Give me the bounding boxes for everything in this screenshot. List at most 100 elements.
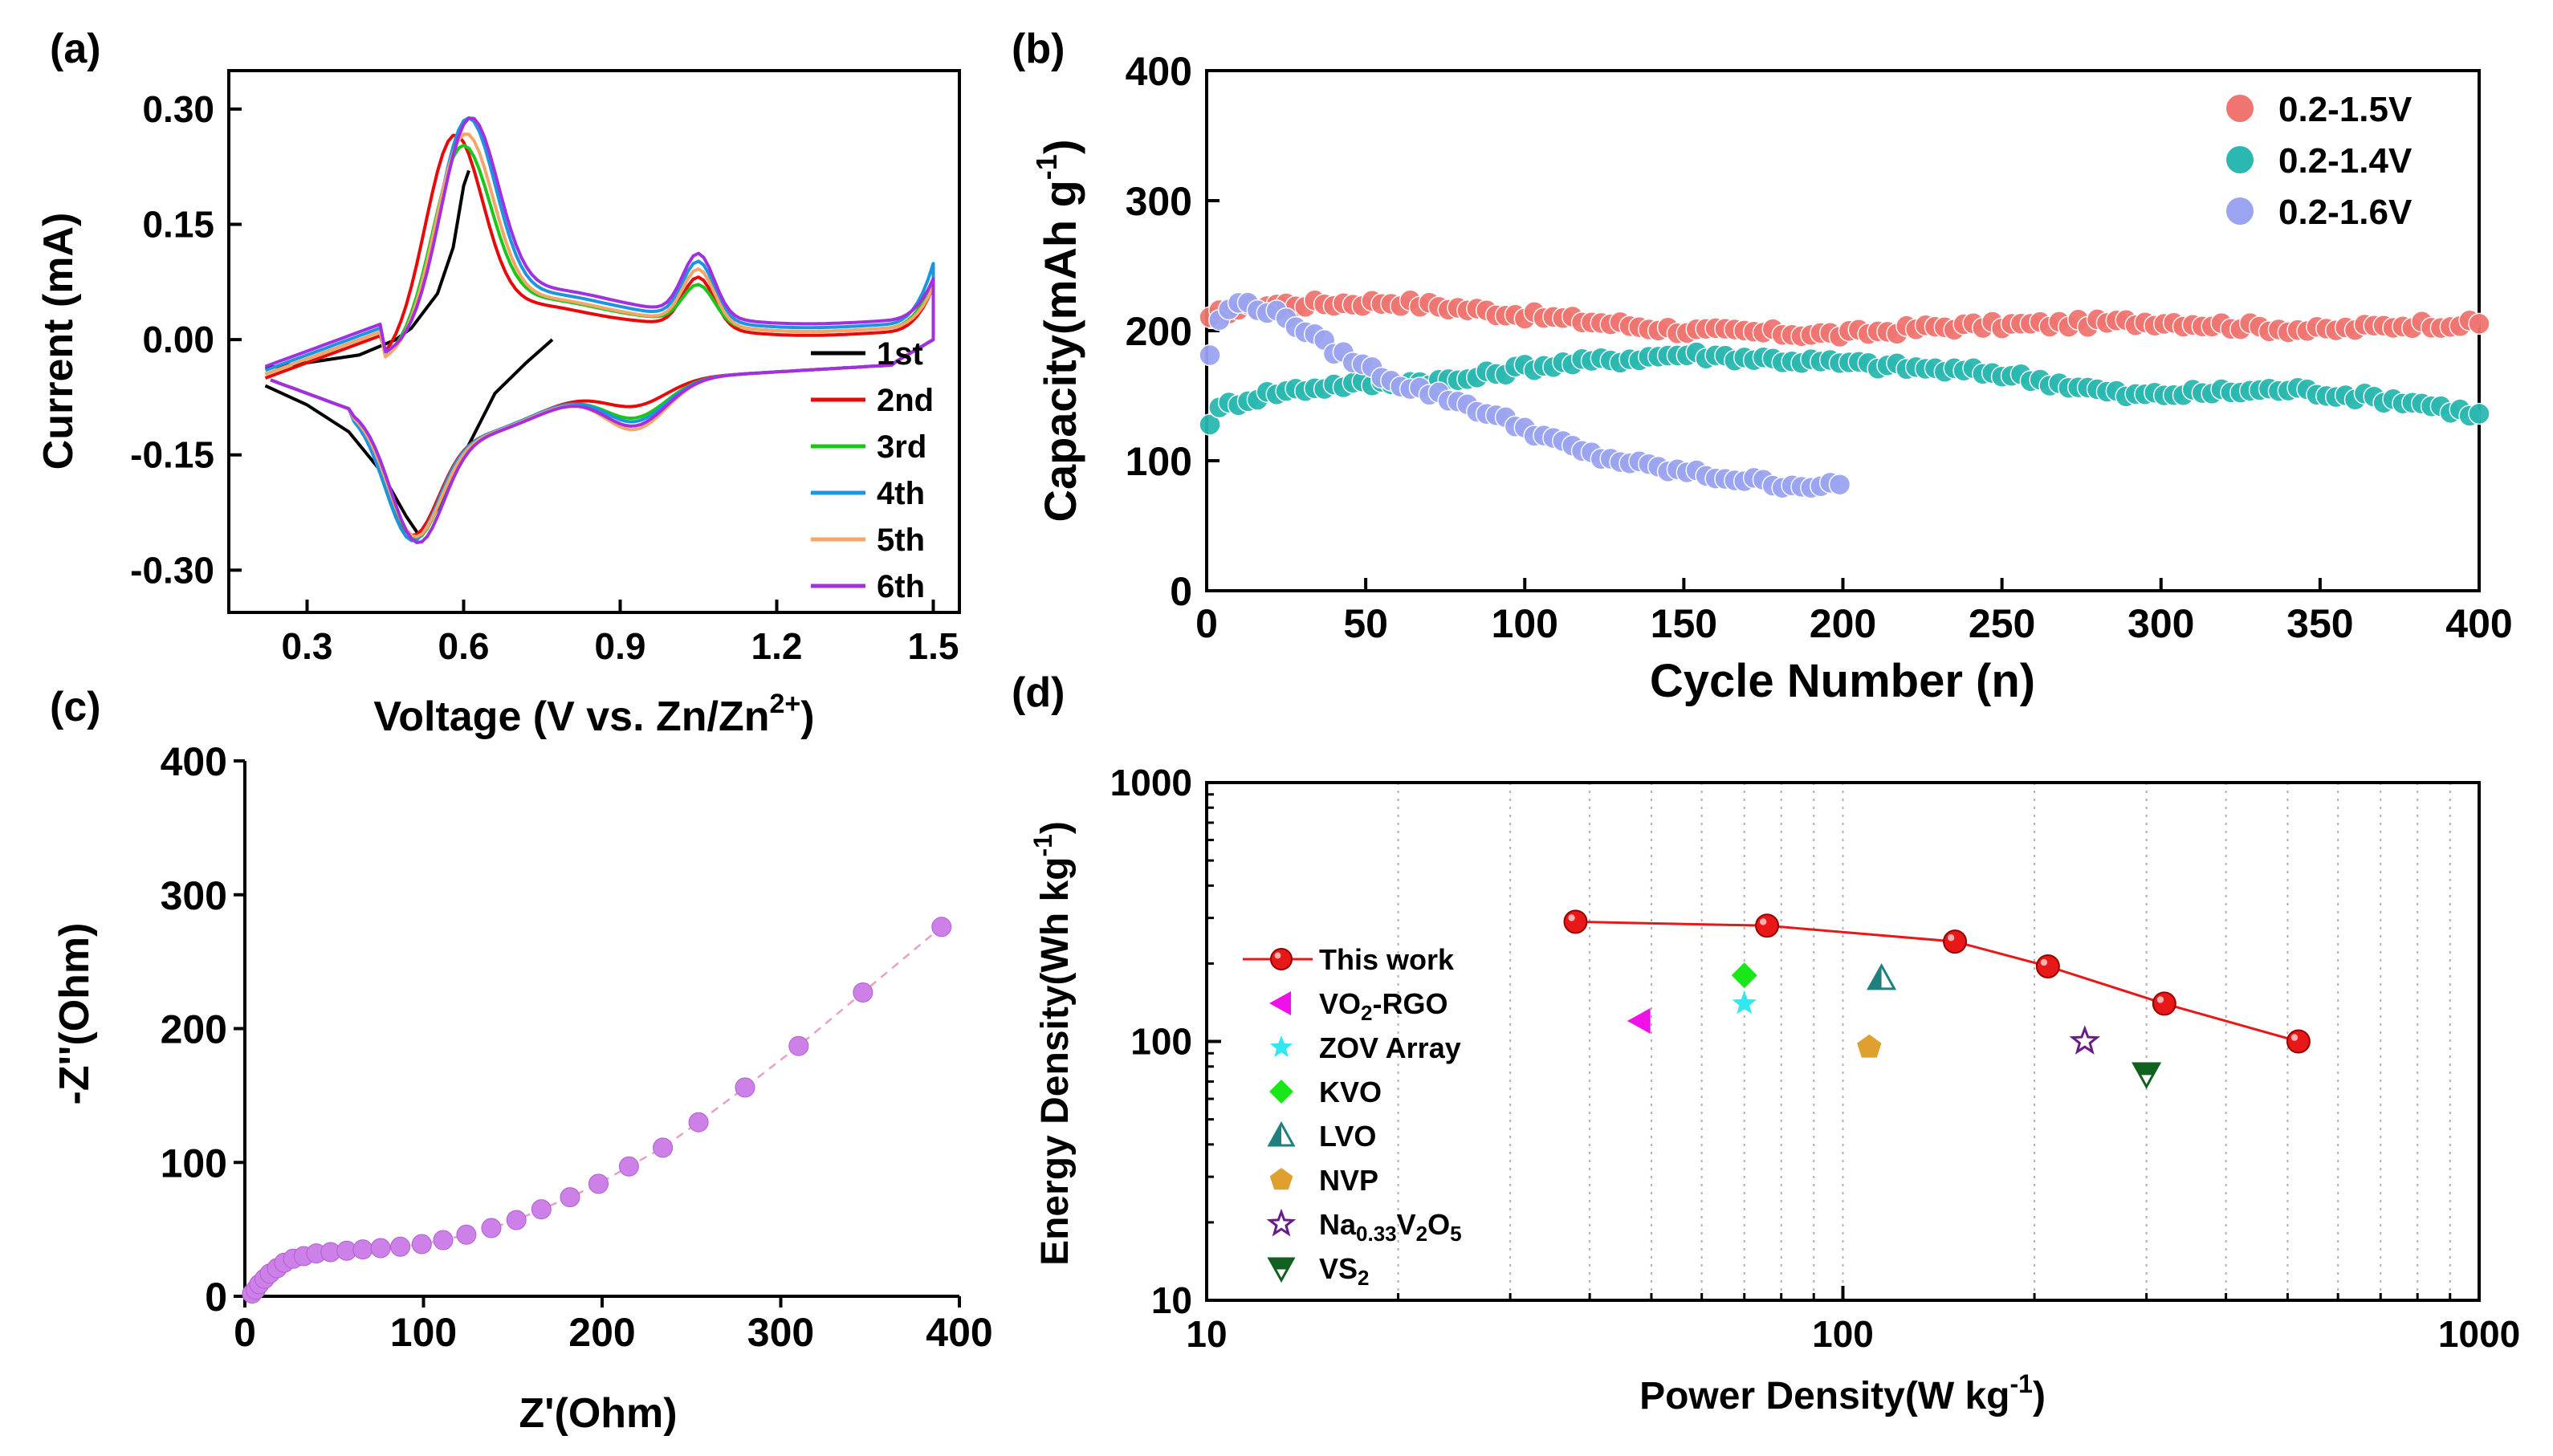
legend-label-3rd: 3rd bbox=[877, 429, 926, 465]
legend-label-VO: VO2-RGO bbox=[1319, 987, 1448, 1025]
legend-marker-0.2-1.4V bbox=[2226, 146, 2254, 173]
eis-point bbox=[735, 1077, 755, 1098]
point-This work bbox=[2152, 991, 2176, 1016]
y-tick-label: 0 bbox=[1170, 569, 1192, 614]
legend-label-NVP: NVP bbox=[1319, 1164, 1378, 1197]
panel-b-points bbox=[1199, 289, 2490, 499]
eis-point bbox=[506, 1210, 527, 1230]
y-tick-label: 0.15 bbox=[142, 203, 214, 245]
eis-point bbox=[853, 982, 873, 1003]
legend-text-part: Na bbox=[1319, 1208, 1357, 1241]
legend-text-part: This work bbox=[1319, 943, 1455, 976]
point-VO bbox=[1627, 1007, 1651, 1034]
point-VS-fill bbox=[2133, 1063, 2160, 1076]
x-tick-label: 1.2 bbox=[751, 625, 803, 667]
y-tick-label: 0 bbox=[205, 1275, 227, 1320]
eis-point bbox=[456, 1224, 477, 1245]
legend-text-part: 2 bbox=[1416, 1222, 1427, 1246]
point-This work bbox=[2035, 954, 2060, 978]
eis-point bbox=[560, 1187, 580, 1208]
panel-c-axes: 0 100 200 300 400 0 100 200 300 400 bbox=[161, 739, 993, 1355]
point-ZOV Array bbox=[1732, 990, 1757, 1015]
x-tick-label: 1.5 bbox=[908, 625, 959, 667]
legend-text-part: VS bbox=[1319, 1252, 1358, 1285]
y-tick-label: 100 bbox=[1126, 439, 1192, 484]
panel-a-legend: 1st 2nd 3rd 4th 5th 6th bbox=[811, 336, 934, 604]
legend-marker-This work-shine bbox=[1274, 952, 1281, 959]
x-tick-label: 300 bbox=[2128, 601, 2194, 646]
legend-label-0.2-1.4V: 0.2-1.4V bbox=[2278, 141, 2413, 181]
x-tick-label: 150 bbox=[1651, 601, 1717, 646]
panel-b-legend: 0.2-1.5V 0.2-1.4V 0.2-1.6V bbox=[2226, 90, 2413, 232]
legend-text-part: -RGO bbox=[1372, 987, 1448, 1020]
panel-a-frame bbox=[227, 69, 961, 614]
legend-text-part: KVO bbox=[1319, 1076, 1382, 1108]
eis-point bbox=[653, 1137, 674, 1158]
legend-marker-Na bbox=[1266, 1208, 1297, 1237]
x-tick-label: 250 bbox=[1969, 601, 2035, 646]
legend-marker-NVP bbox=[1269, 1168, 1293, 1190]
cv-curve-1st bbox=[264, 338, 554, 539]
eis-point bbox=[352, 1239, 373, 1260]
eis-point bbox=[411, 1234, 432, 1255]
legend-marker-0.2-1.5V bbox=[2226, 95, 2254, 122]
panel-c-points bbox=[242, 917, 952, 1304]
panel-a: (a) Current (mA) Voltage (V vs. Zn/Zn2+)… bbox=[35, 26, 961, 740]
x-tick-label: 0 bbox=[1195, 601, 1218, 646]
legend-label-ZOV Array: ZOV Array bbox=[1319, 1031, 1461, 1064]
y-tick-label: 10 bbox=[1151, 1279, 1192, 1321]
legend-label-0.2-1.6V: 0.2-1.6V bbox=[2278, 193, 2413, 232]
panel-d-ylabel: Energy Density(Wh kg-1) bbox=[1028, 821, 1077, 1266]
eis-point bbox=[390, 1236, 411, 1257]
point-This work bbox=[2286, 1029, 2311, 1054]
eis-point bbox=[370, 1238, 391, 1259]
y-tick-label: 100 bbox=[1130, 1021, 1192, 1063]
y-tick-label: -0.15 bbox=[130, 434, 214, 476]
x-tick-label: 400 bbox=[2445, 601, 2512, 646]
x-tick-label: 1000 bbox=[2438, 1313, 2520, 1355]
y-tick-label: 0.00 bbox=[142, 319, 214, 360]
fit-line bbox=[250, 925, 943, 1295]
y-tick-label: 300 bbox=[1126, 179, 1192, 224]
legend-marker-LVO-fill bbox=[1269, 1124, 1281, 1145]
legend-label-1st: 1st bbox=[877, 336, 923, 372]
point-This work-shine bbox=[1947, 934, 1955, 942]
eis-point bbox=[688, 1112, 709, 1133]
legend-label-KVO: KVO bbox=[1319, 1076, 1382, 1108]
panel-d-label: (d) bbox=[1012, 669, 1065, 716]
panel-b-ylabel: Capacity(mAh g-1) bbox=[1030, 140, 1085, 523]
panel-a-ylabel: Current (mA) bbox=[35, 213, 82, 470]
panel-a-axes: 0.3 0.6 0.9 1.2 1.5 -0.30 -0.15 0.00 0.15 0.30 bbox=[130, 88, 959, 667]
x-tick-label: 100 bbox=[1492, 601, 1558, 646]
x-tick-label: 10 bbox=[1186, 1313, 1227, 1355]
point-This work bbox=[1755, 913, 1780, 938]
cv-curve-1st bbox=[265, 169, 470, 370]
x-tick-label: 300 bbox=[747, 1310, 814, 1355]
legend-label-VS: VS2 bbox=[1319, 1252, 1370, 1290]
x-tick-label: 0 bbox=[234, 1310, 256, 1355]
legend-text-part: 5 bbox=[1450, 1222, 1461, 1246]
point-0.2-1.6V bbox=[1828, 473, 1851, 496]
eis-point bbox=[788, 1035, 809, 1056]
legend-text-part: V bbox=[1397, 1208, 1416, 1241]
y-tick-label: 400 bbox=[1126, 49, 1192, 94]
legend-text-part: ZOV Array bbox=[1319, 1031, 1461, 1064]
point-0.2-1.6V bbox=[1199, 344, 1221, 367]
x-tick-label: 0.3 bbox=[282, 625, 333, 667]
panel-c-ylabel: -Z''(Ohm) bbox=[51, 923, 98, 1105]
point-This work-shine bbox=[2156, 996, 2164, 1003]
y-tick-label: 200 bbox=[161, 1007, 227, 1052]
y-tick-label: 0.30 bbox=[142, 88, 214, 130]
cv-curve-6th bbox=[264, 116, 935, 544]
x-tick-label: 200 bbox=[1810, 601, 1876, 646]
x-tick-label: 0.6 bbox=[438, 625, 490, 667]
panel-b: (b) Capacity(mAh g-1) Cycle Number (n) 0… bbox=[1012, 26, 2513, 707]
point-Na bbox=[2069, 1025, 2101, 1055]
y-tick-label: 1000 bbox=[1110, 762, 1192, 803]
x-tick-label: 50 bbox=[1343, 601, 1388, 646]
cv-curve-2nd bbox=[264, 133, 935, 537]
panel-a-xlabel: Voltage (V vs. Zn/Zn2+) bbox=[373, 689, 814, 740]
panel-d: (d) Energy Density(Wh kg-1) Power Densit… bbox=[1012, 669, 2520, 1417]
point-This work-shine bbox=[2290, 1034, 2299, 1041]
